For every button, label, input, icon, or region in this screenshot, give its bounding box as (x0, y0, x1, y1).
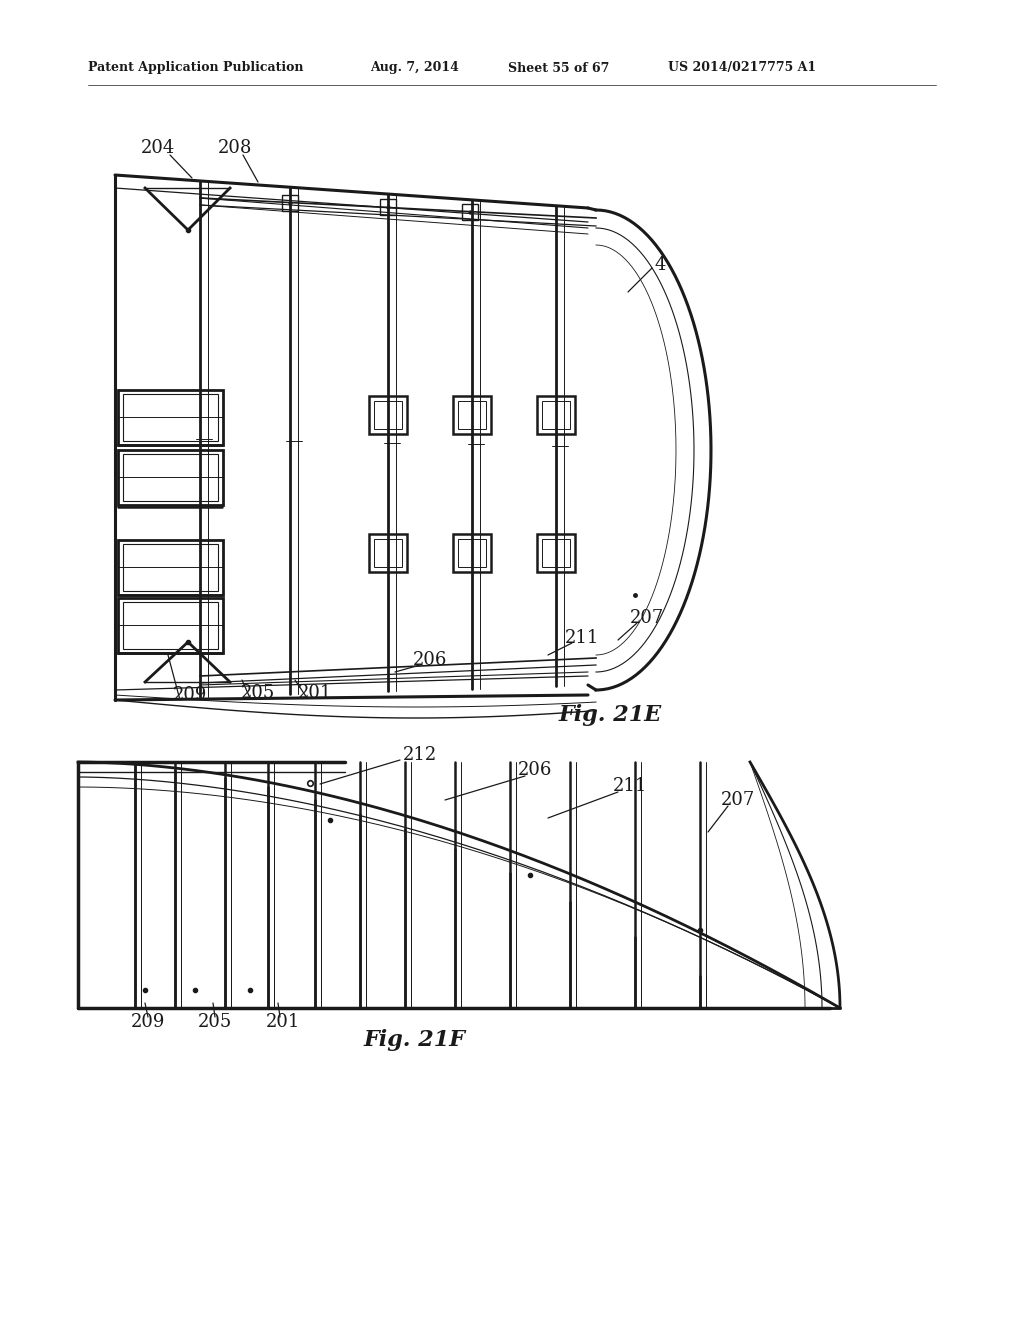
Text: 201: 201 (298, 684, 332, 702)
Text: 205: 205 (198, 1012, 232, 1031)
Bar (380, 199, 396, 215)
Bar (118, 389, 223, 445)
Text: Patent Application Publication: Patent Application Publication (88, 62, 303, 74)
Bar (542, 539, 570, 568)
Bar (537, 396, 575, 434)
Text: Fig. 21F: Fig. 21F (364, 1030, 466, 1051)
Text: 207: 207 (721, 791, 755, 809)
Bar (123, 602, 218, 649)
Bar (542, 401, 570, 429)
Text: 211: 211 (565, 630, 599, 647)
Bar (118, 540, 223, 595)
Bar (458, 539, 486, 568)
Bar (282, 194, 298, 211)
Bar (369, 396, 407, 434)
Bar (462, 203, 478, 219)
Text: 205: 205 (241, 684, 275, 702)
Text: 209: 209 (131, 1012, 165, 1031)
Bar (458, 401, 486, 429)
Bar (123, 544, 218, 591)
Bar (123, 393, 218, 441)
Text: 206: 206 (518, 762, 552, 779)
Bar (123, 454, 218, 502)
Text: 212: 212 (402, 746, 437, 764)
Bar (118, 598, 223, 653)
Text: 209: 209 (173, 686, 207, 704)
Bar (453, 396, 490, 434)
Bar (374, 401, 402, 429)
Text: 206: 206 (413, 651, 447, 669)
Text: 201: 201 (266, 1012, 300, 1031)
Text: 4: 4 (654, 256, 666, 275)
Text: 207: 207 (630, 609, 665, 627)
Bar (118, 450, 223, 506)
Text: US 2014/0217775 A1: US 2014/0217775 A1 (668, 62, 816, 74)
Text: Fig. 21E: Fig. 21E (558, 704, 662, 726)
Text: 204: 204 (141, 139, 175, 157)
Bar (453, 535, 490, 572)
Bar (374, 539, 402, 568)
Text: Sheet 55 of 67: Sheet 55 of 67 (508, 62, 609, 74)
Bar (537, 535, 575, 572)
Text: Aug. 7, 2014: Aug. 7, 2014 (370, 62, 459, 74)
Bar (369, 535, 407, 572)
Text: 211: 211 (612, 777, 647, 795)
Text: 208: 208 (218, 139, 252, 157)
